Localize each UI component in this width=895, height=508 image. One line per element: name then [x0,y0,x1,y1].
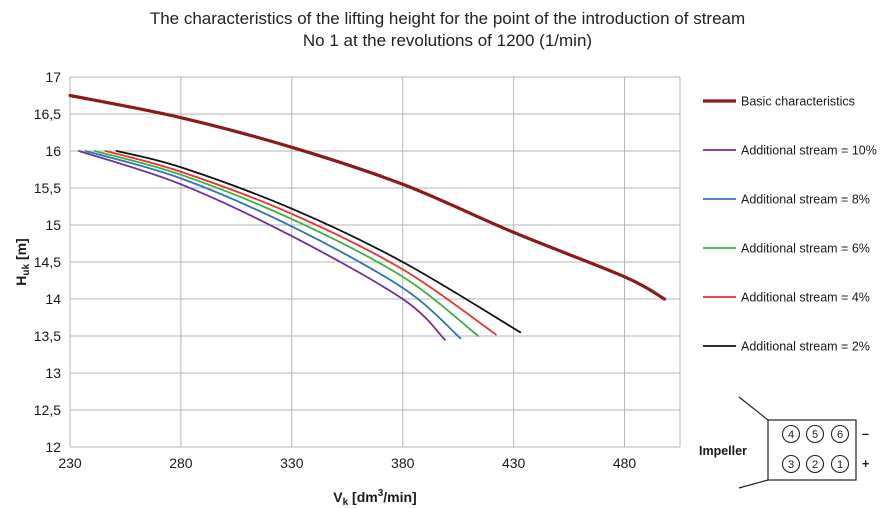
impeller-outlet-number: 3 [788,459,794,471]
impeller-outlet-number: 1 [837,459,843,471]
series-line-2 [77,150,446,341]
series-line-1 [68,93,667,301]
impeller-diagram: Impeller 4 5 6 3 2 1 – + [699,396,869,489]
y-tick-label: 16,5 [34,106,61,122]
x-axis-label: Vk [dm3/min] [333,488,416,508]
legend-entry-6: Additional stream = 2% [741,340,870,354]
impeller-outlet-6 [830,424,850,444]
impeller-plus-sign: + [862,457,869,471]
impeller-outlet-1 [830,454,850,474]
x-tick-label: 330 [280,455,304,471]
impeller-connector-bottom [738,479,769,489]
series-line-3 [84,150,462,340]
series-line-6 [115,150,522,334]
impeller-outlet-number: 6 [837,429,843,441]
y-axis-label: Huk [m] [13,238,32,285]
impeller-connector-top [738,396,769,421]
impeller-minus-sign: – [862,427,869,441]
legend-entry-2: Additional stream = 10% [741,144,877,158]
y-tick-label: 16 [45,143,61,159]
impeller-box [767,419,857,481]
legend-entry-5: Additional stream = 4% [741,291,870,305]
series-line-4 [93,150,480,337]
x-tick-label: 280 [169,455,193,471]
y-tick-label: 15,5 [34,180,61,196]
impeller-outlet-4 [781,424,801,444]
x-tick-label: 380 [391,455,415,471]
y-tick-label: 14 [45,291,61,307]
y-tick-label: 12 [45,439,61,455]
y-tick-labels: 12 12,5 13 13,5 14 14,5 15 15,5 16 16,5 17 [34,69,61,455]
y-tick-label: 14,5 [34,254,61,270]
chart-title: The characteristics of the lifting heigh… [0,8,895,52]
impeller-outlet-2 [805,454,825,474]
legend-entry-3: Additional stream = 8% [741,193,870,207]
impeller-label: Impeller [699,444,747,458]
chart-title-line1: The characteristics of the lifting heigh… [149,9,746,28]
legend-entry-4: Additional stream = 6% [741,242,870,256]
impeller-outlet-3 [781,454,801,474]
legend-entry-1: Basic characteristics [741,95,855,109]
y-tick-label: 15 [45,217,61,233]
chart-title-line2: No 1 at the revolutions of 1200 (1/min) [302,31,593,50]
y-tick-label: 12,5 [34,402,61,418]
y-tick-label: 13,5 [34,328,61,344]
legend: Basic characteristics Additional stream =… [703,95,877,354]
impeller-outlet-number: 4 [788,429,794,441]
impeller-outlet-number: 2 [812,459,818,471]
impeller-outlets: 4 5 6 3 2 1 [781,424,850,474]
impeller-outlet-5 [805,424,825,444]
x-tick-label: 430 [502,455,526,471]
y-tick-label: 13 [45,365,61,381]
x-tick-label: 480 [613,455,637,471]
series-line-5 [104,150,497,336]
x-tick-labels: 230 280 330 380 430 480 [58,455,636,471]
impeller-outlet-number: 5 [812,429,818,441]
x-tick-label: 230 [58,455,82,471]
y-tick-label: 17 [45,69,61,85]
series-lines [68,93,667,341]
